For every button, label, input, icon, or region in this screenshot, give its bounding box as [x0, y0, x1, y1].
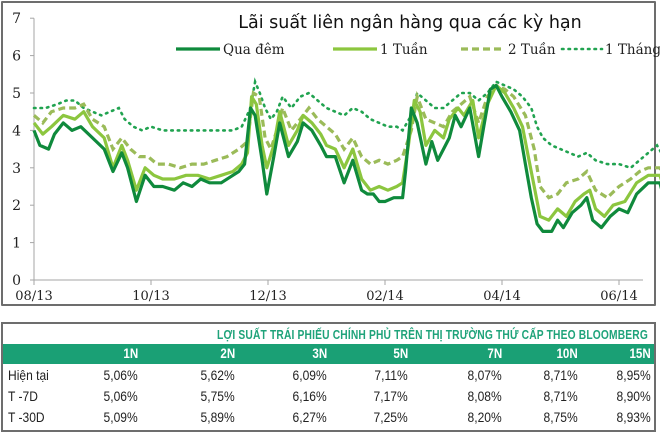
y-tick-label: 6 — [12, 49, 21, 65]
yield-cell: 7,11% — [374, 367, 408, 383]
yield-cell: 8,95% — [616, 367, 651, 383]
x-tick-label: 10/13 — [132, 289, 169, 304]
x-tick-label: 04/14 — [483, 289, 520, 304]
column-header-1n: 1N — [123, 346, 138, 361]
yield-cell: 5,89% — [200, 409, 235, 425]
y-tick-label: 5 — [12, 86, 21, 102]
legend-label: 1 Tháng — [605, 42, 660, 58]
series-line-2 — [32, 83, 660, 200]
series-line-1 — [32, 83, 660, 222]
yield-cell: 5,62% — [200, 367, 235, 383]
column-header-10n: 10N — [556, 346, 578, 361]
table-row: Hiện tại 5,06% 5,62% 6,09% 7,11% 8,07% 8,71% 8,… — [3, 365, 654, 385]
x-tick-label: 02/14 — [366, 289, 403, 304]
x-tick-label: 06/14 — [600, 289, 637, 304]
row-label: T -7D — [8, 388, 38, 404]
table-header-row: 1N 2N 3N 5N 7N 10N 15N — [3, 344, 654, 364]
yield-cell: 8,71% — [543, 367, 578, 383]
chart-legend: Qua đêm 1 Tuần 2 Tuần 1 Tháng — [176, 42, 660, 58]
column-header-3n: 3N — [312, 346, 327, 361]
chart-axes: 0 1 2 3 4 5 6 7 08/13 10/13 12/13 02/14 04/14 06/14 — [12, 11, 643, 304]
table-row: T -7D 5,06% 5,75% 6,16% 7,17% 8,08% 8,71% 8,90% — [3, 386, 654, 406]
chart-title: Lãi suất liên ngân hàng qua các kỳ hạn — [238, 12, 582, 33]
series-line-0 — [32, 83, 660, 233]
yield-cell: 8,20% — [467, 409, 502, 425]
column-header-7n: 7N — [487, 346, 502, 361]
yield-cell: 6,16% — [292, 388, 327, 404]
chart-series — [32, 77, 660, 233]
table-row: T -30D 5,09% 5,89% 6,27% 7,25% 8,20% 8,75% 8,93… — [3, 407, 654, 427]
y-tick-label: 4 — [12, 123, 21, 139]
yield-cell: 8,71% — [543, 388, 578, 404]
y-tick-label: 1 — [12, 236, 21, 252]
y-tick-label: 3 — [12, 161, 21, 177]
table-title: LỢI SUẤT TRÁI PHIẾU CHÍNH PHỦ TRÊN THỊ T… — [217, 328, 648, 342]
y-tick-label: 0 — [12, 273, 21, 289]
yield-cell: 8,08% — [467, 388, 502, 404]
column-header-15n: 15N — [629, 346, 651, 361]
x-tick-label: 12/13 — [249, 289, 286, 304]
y-tick-label: 2 — [12, 198, 21, 214]
yield-cell: 6,27% — [292, 409, 327, 425]
yield-cell: 8,75% — [543, 409, 578, 425]
row-label: T -30D — [8, 409, 45, 425]
yield-cell: 6,09% — [292, 367, 327, 383]
row-label: Hiện tại — [8, 367, 49, 383]
series-line-3 — [32, 77, 660, 170]
x-tick-label: 08/13 — [15, 289, 52, 304]
chart-panel — [1, 1, 656, 306]
yield-cell: 8,93% — [616, 409, 651, 425]
yield-cell: 5,09% — [103, 409, 138, 425]
column-header-2n: 2N — [220, 346, 235, 361]
legend-label: 1 Tuần — [380, 42, 428, 58]
y-tick-label: 7 — [12, 11, 21, 27]
yield-cell: 8,07% — [467, 367, 502, 383]
bond-yield-table: LỢI SUẤT TRÁI PHIẾU CHÍNH PHỦ TRÊN THỊ T… — [1, 322, 656, 432]
yield-cell: 8,90% — [616, 388, 651, 404]
legend-label: Qua đêm — [223, 42, 285, 58]
yield-cell: 7,17% — [373, 388, 408, 404]
legend-label: 2 Tuần — [508, 42, 556, 58]
column-header-5n: 5N — [393, 346, 408, 361]
yield-cell: 5,06% — [103, 367, 138, 383]
yield-cell: 5,06% — [103, 388, 138, 404]
interbank-rate-chart: Lãi suất liên ngân hàng qua các kỳ hạn Q… — [12, 11, 660, 304]
yield-cell: 7,25% — [373, 409, 408, 425]
yield-cell: 5,75% — [200, 388, 235, 404]
